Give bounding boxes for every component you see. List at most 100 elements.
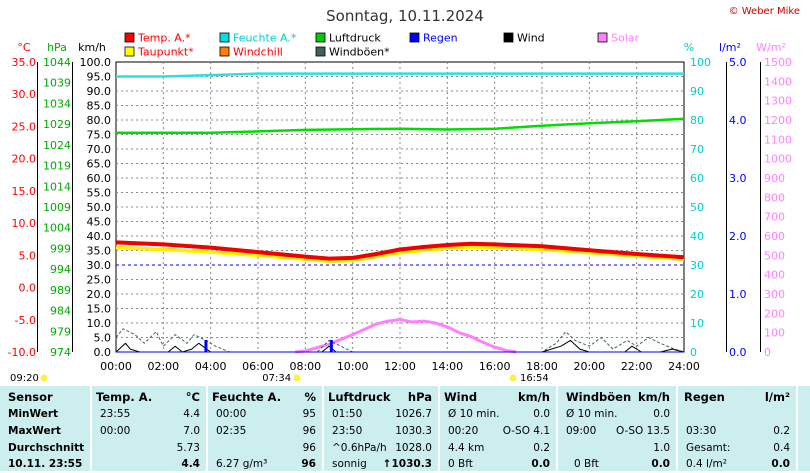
chart-title: Sonntag, 10.11.2024 — [326, 7, 484, 25]
table-col-wind: Wind km/h Ø 10 min. 0.0 00:20 O-SO 4.1 4.4 … — [440, 386, 556, 471]
solar-tick-label: 1300 — [764, 95, 792, 108]
wind-beaufort: 0 Bft — [448, 458, 473, 470]
series-line-taupunkt — [115, 245, 685, 263]
pressure-tick-label: 999 — [50, 242, 71, 255]
moonrise-time: 09:20 — [10, 373, 39, 384]
humidity-tick-label: 10 — [690, 317, 704, 330]
pressure-tick-label: 979 — [50, 325, 71, 338]
rain-tick-label: 1.0 — [729, 288, 747, 301]
x-tick-label: 20:00 — [573, 360, 605, 373]
pressure-tick-label: 989 — [50, 284, 71, 297]
axis-unit-rain: l/m² — [719, 41, 741, 54]
temp-unit: °C — [185, 390, 200, 404]
solar-tick-label: 900 — [764, 172, 785, 185]
wind-tick-label: 0.0 — [94, 346, 112, 359]
gust-avg-value: 1.0 — [653, 442, 670, 454]
wind-tick-label: 20.0 — [87, 288, 112, 301]
wind-tick-label: 30.0 — [87, 259, 112, 272]
pressure-tick-label: 1044 — [43, 56, 71, 69]
solar-tick-label: 300 — [764, 288, 785, 301]
rain-tick-label: 4.0 — [729, 114, 747, 127]
row-label-current: 10.11. 23:55 — [8, 458, 83, 470]
wind-tick-label: 90.0 — [87, 85, 112, 98]
wind-min-value: 0.0 — [533, 408, 550, 420]
humidity-min-value: 95 — [302, 408, 316, 420]
humidity-tick-label: 40 — [690, 230, 704, 243]
legend-swatch — [503, 32, 514, 43]
x-tick-label: 06:00 — [242, 360, 274, 373]
sunrise-time: 07:34 — [262, 373, 291, 384]
legend-swatch — [124, 32, 135, 43]
wind-tick-label: 70.0 — [87, 143, 112, 156]
legend-swatch — [315, 46, 326, 57]
temp-current-value: 4.4 — [181, 458, 200, 470]
gust-header: Windböen — [566, 390, 632, 404]
solar-tick-label: 100 — [764, 327, 785, 340]
wind-unit: km/h — [517, 390, 550, 404]
rain-max-value: 0.2 — [773, 425, 790, 437]
legend-label: Taupunkt* — [137, 46, 194, 59]
humidity-max-value: 96 — [302, 425, 316, 437]
gust-unit: km/h — [637, 390, 670, 404]
rain-bar — [204, 340, 208, 352]
x-tick-label: 16:00 — [479, 360, 511, 373]
temp-tick-label: 30.0 — [12, 88, 37, 101]
wind-tick-label: 60.0 — [87, 172, 112, 185]
temp-tick-label: 5.0 — [19, 249, 37, 262]
axis-unit-solar: W/m² — [756, 41, 786, 54]
legend-swatch — [597, 32, 608, 43]
temp-tick-label: -10.0 — [8, 346, 36, 359]
wind-tick-label: 75.0 — [87, 129, 112, 142]
sunset-icon — [509, 374, 517, 382]
x-tick-label: 18:00 — [526, 360, 558, 373]
table-col-pressure: Luftdruck hPa 01:50 1026.7 23:50 1030.3 ^0.… — [324, 386, 438, 471]
table-col-edge — [798, 386, 810, 471]
gust-current-value: 0.0 — [651, 458, 670, 470]
solar-tick-label: 400 — [764, 269, 785, 282]
legend-label: Windböen* — [329, 46, 390, 59]
rain-total-label: Gesamt: — [686, 442, 731, 454]
rain-bar — [329, 340, 333, 352]
pressure-tick-label: 994 — [50, 263, 71, 276]
legend-swatch — [315, 32, 326, 43]
wind-tick-label: 55.0 — [87, 187, 112, 200]
rain-header: Regen — [684, 390, 725, 404]
pressure-tick-label: 974 — [50, 346, 71, 359]
solar-tick-label: 500 — [764, 249, 785, 262]
temp-min-time: 23:55 — [100, 408, 131, 420]
wind-run: 4.4 km — [448, 442, 485, 454]
series-line-solar — [295, 318, 517, 354]
x-tick-label: 14:00 — [431, 360, 463, 373]
wind-tick-label: 65.0 — [87, 158, 112, 171]
humidity-tick-label: 100 — [690, 56, 711, 69]
legend-label: Temp. A.* — [137, 32, 191, 45]
wind-tick-label: 35.0 — [87, 245, 112, 258]
solar-tick-label: 1100 — [764, 133, 792, 146]
temp-max-time: 00:00 — [100, 425, 131, 437]
x-tick-label: 22:00 — [621, 360, 653, 373]
legend-label: Feuchte A.* — [233, 32, 297, 45]
temp-tick-label: 20.0 — [12, 153, 37, 166]
weather-forecast: sonnig — [332, 458, 367, 470]
series-line-luftdruck — [116, 117, 685, 135]
gust-min-label: Ø 10 min. — [566, 408, 618, 420]
pressure-max-value: 1030.3 — [395, 425, 432, 437]
temp-tick-label: -5.0 — [15, 314, 36, 327]
weather-chart: Sonntag, 10.11.2024 © Weber Mike °C hPa km/h… — [8, 6, 800, 384]
pressure-tick-label: 984 — [50, 305, 71, 318]
x-tick-label: 04:00 — [195, 360, 227, 373]
pressure-tick-label: 1039 — [43, 77, 71, 90]
legend-swatch — [409, 32, 420, 43]
wind-tick-label: 25.0 — [87, 274, 112, 287]
solar-tick-label: 1200 — [764, 114, 792, 127]
pressure-max-time: 23:50 — [332, 425, 363, 437]
rain-current-value: 0.0 — [771, 458, 790, 470]
axis-unit-temp: °C — [17, 41, 31, 54]
wind-header: Wind — [444, 390, 478, 404]
x-tick-label: 00:00 — [100, 360, 132, 373]
pressure-tick-label: 1029 — [43, 118, 71, 131]
moon-icon — [40, 374, 48, 382]
pressure-avg-value: 1028.0 — [395, 442, 432, 454]
temp-min-value: 4.4 — [183, 408, 200, 420]
rain-max-time: 03:30 — [686, 425, 717, 437]
